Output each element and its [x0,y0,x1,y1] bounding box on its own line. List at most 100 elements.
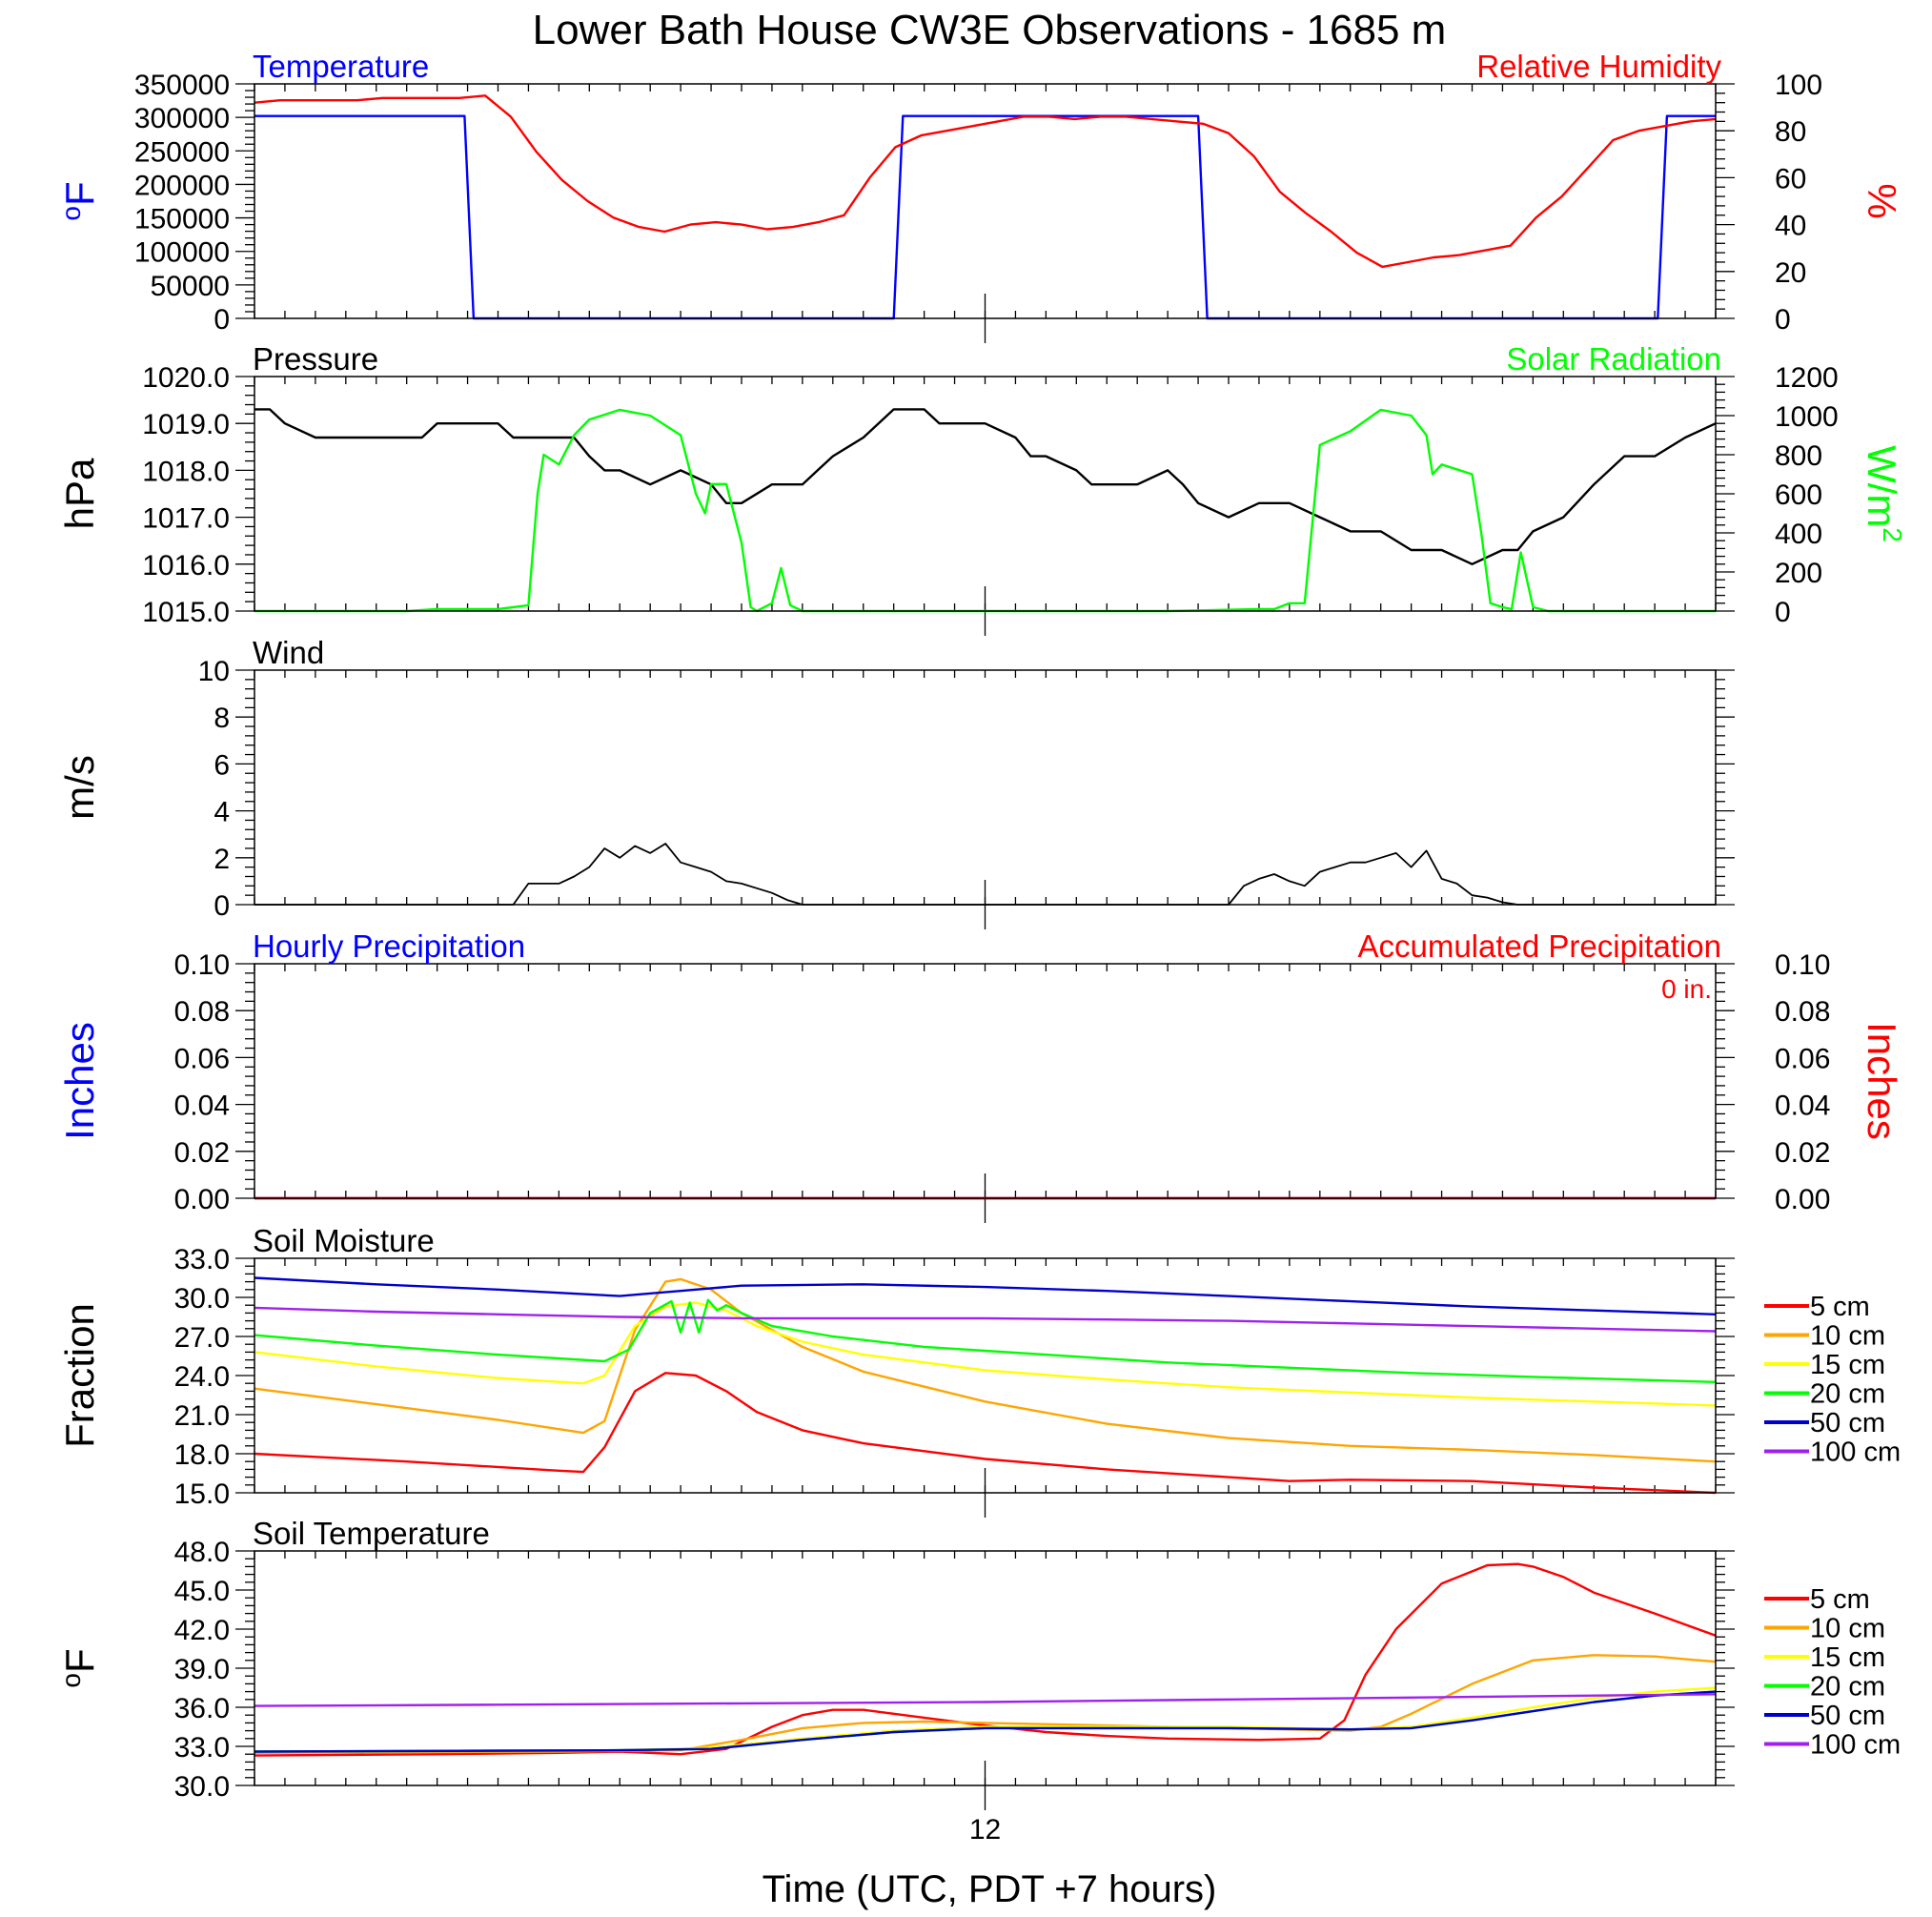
y-axis-label-right: W/m2 [1860,445,1907,542]
y-right-tick-label: 0.00 [1775,1184,1830,1215]
y-axis-label-left: oF [56,1648,102,1687]
plot-frame [254,1550,1717,1786]
y-tick-label: 10 [198,656,230,687]
y-tick-label: 1019.0 [142,409,230,440]
y-right-tick-label: 1000 [1775,401,1839,433]
plot-frame [254,83,1717,319]
plot-frame [254,376,1717,612]
y-tick-label: 8 [214,703,230,734]
y-tick-label: 350000 [134,70,230,101]
y-right-tick-label: 0.04 [1775,1091,1830,1122]
series-line-5-cm [254,1562,1717,1757]
panel-temperature-humidity: 0500001000001500002000002500003000003500… [56,49,1904,343]
legend-entry-label: 15 cm [1810,1350,1885,1380]
y-tick-label: 0.02 [174,1137,230,1169]
accumulated-total-label: 0 in. [1661,974,1712,1004]
y-tick-label: 0 [214,304,230,336]
panel-title-right: Solar Radiation [1506,341,1721,377]
y-tick-label: 45.0 [174,1576,230,1607]
series-line-5-cm [254,1372,1717,1495]
y-right-tick-label: 0.06 [1775,1043,1830,1074]
y-tick-label: 30.0 [174,1283,230,1315]
series-line-50-cm [254,1690,1717,1753]
y-tick-label: 2 [214,844,230,875]
y-tick-label: 0.04 [174,1091,230,1122]
panel-title-left: Hourly Precipitation [253,928,525,964]
series-line-pressure [254,408,1717,565]
plot-frame [254,1257,1717,1494]
y-tick-label: 0.10 [174,949,230,981]
y-tick-label: 1020.0 [142,362,230,394]
y-right-tick-label: 0.02 [1775,1137,1830,1169]
y-tick-label: 33.0 [174,1732,230,1764]
panel-title-left: Pressure [253,341,378,377]
panel-soil-temperature: 30.0 33.0 36.0 39.0 42.0 45.0 48.0 Soil Tempera… [56,1516,1901,1846]
y-right-tick-label: 800 [1775,440,1822,472]
series-line-20-cm [254,1690,1717,1753]
y-tick-label: 48.0 [174,1537,230,1568]
y-right-tick-label: 400 [1775,519,1822,550]
legend-entry-label: 10 cm [1810,1614,1885,1644]
legend-entry-label: 100 cm [1810,1438,1901,1468]
y-tick-label: 0.06 [174,1043,230,1074]
y-axis-label-right: Inches [1860,1022,1904,1140]
y-axis-label-right: % [1860,183,1904,218]
y-right-tick-label: 0 [1775,597,1791,628]
y-tick-label: 1016.0 [142,550,230,581]
legend-entry-label: 10 cm [1810,1321,1885,1352]
plot-frame [254,669,1717,906]
y-tick-label: 150000 [134,204,230,235]
y-tick-label: 1018.0 [142,456,230,487]
y-tick-label: 0 [214,890,230,922]
y-right-tick-label: 0.08 [1775,996,1830,1028]
legend-entry-label: 5 cm [1810,1292,1870,1322]
series-line-100-cm [254,1693,1717,1707]
series-line-temperature [254,114,1716,320]
legend-entry-label: 20 cm [1810,1379,1885,1410]
y-right-tick-label: 600 [1775,479,1822,511]
y-tick-label: 6 [214,749,230,781]
y-right-tick-label: 80 [1775,116,1806,148]
panel-soil-moisture: 15.0 18.0 21.0 24.0 27.0 30.0 33.0 Soil Moistur… [57,1223,1901,1518]
y-tick-label: 1017.0 [142,503,230,535]
series-line-20-cm [254,1298,1717,1383]
y-tick-label: 15.0 [174,1479,230,1510]
series-line-100-cm [254,1306,1717,1333]
y-axis-label-left: m/s [57,755,102,820]
y-tick-label: 50000 [151,271,230,302]
panel-pressure-solar: 1015.0 1016.0 1017.0 1018.0 1019.0 1020.0 0 200… [57,341,1907,636]
y-right-tick-label: 200 [1775,558,1822,589]
y-tick-label: 27.0 [174,1322,230,1354]
legend-entry-label: 50 cm [1810,1408,1885,1438]
y-right-tick-label: 0 [1775,304,1791,336]
y-tick-label: 30.0 [174,1771,230,1803]
series-line-solar-radiation [254,408,1716,613]
y-tick-label: 0.08 [174,996,230,1028]
panel-title-left: Soil Temperature [253,1516,490,1551]
panel-title-left: Soil Moisture [253,1223,435,1258]
series-line-15-cm [254,1686,1717,1753]
chart-title: Lower Bath House CW3E Observations - 168… [533,7,1447,53]
y-tick-label: 24.0 [174,1361,230,1393]
y-right-tick-label: 60 [1775,163,1806,194]
series-line-relative-humidity [254,94,1717,269]
legend-entry-label: 5 cm [1810,1584,1870,1615]
x-tick-label: 12 [969,1814,1001,1846]
y-tick-label: 200000 [134,170,230,201]
panel-title-left: Wind [253,635,324,670]
y-right-tick-label: 20 [1775,257,1806,289]
y-tick-label: 18.0 [174,1439,230,1471]
y-tick-label: 250000 [134,136,230,168]
series-line-15-cm [254,1301,1717,1407]
y-tick-label: 21.0 [174,1400,230,1432]
y-tick-label: 39.0 [174,1654,230,1685]
y-axis-label-left: oF [56,181,102,220]
panel-title-right: Accumulated Precipitation [1357,928,1721,964]
legend-entry-label: 100 cm [1810,1730,1901,1761]
y-right-tick-label: 40 [1775,211,1806,242]
panel-precipitation: 0.00 0.02 0.04 0.06 0.08 0.10 0.00 0.02 0.04 0.06… [57,928,1904,1223]
y-tick-label: 33.0 [174,1244,230,1275]
